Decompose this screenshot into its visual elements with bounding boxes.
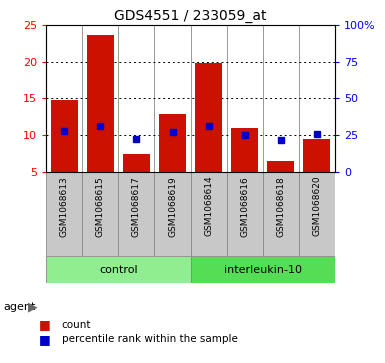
Bar <box>231 129 258 172</box>
Title: GDS4551 / 233059_at: GDS4551 / 233059_at <box>114 9 267 23</box>
Text: percentile rank within the sample: percentile rank within the sample <box>62 334 238 344</box>
Text: ■: ■ <box>38 318 50 331</box>
Bar <box>87 35 114 172</box>
Text: GSM1068619: GSM1068619 <box>168 176 177 237</box>
Text: GSM1068615: GSM1068615 <box>96 176 105 237</box>
Bar <box>159 114 186 172</box>
Bar <box>227 172 263 256</box>
Bar <box>46 256 191 283</box>
Bar <box>46 172 82 256</box>
Text: count: count <box>62 320 91 330</box>
Text: GSM1068616: GSM1068616 <box>240 176 249 237</box>
Bar <box>263 172 299 256</box>
Bar <box>154 172 191 256</box>
Text: interleukin-10: interleukin-10 <box>224 265 302 275</box>
Bar <box>303 139 330 172</box>
Bar <box>191 256 335 283</box>
Text: ■: ■ <box>38 333 50 346</box>
Text: GSM1068613: GSM1068613 <box>60 176 69 237</box>
Text: GSM1068617: GSM1068617 <box>132 176 141 237</box>
Bar <box>123 154 150 172</box>
Bar <box>51 100 78 172</box>
Text: GSM1068620: GSM1068620 <box>312 176 321 236</box>
Bar <box>267 161 295 172</box>
Bar <box>191 172 227 256</box>
Text: control: control <box>99 265 138 275</box>
Bar <box>82 172 119 256</box>
Text: ▶: ▶ <box>28 300 38 313</box>
Text: agent: agent <box>4 302 36 312</box>
Bar <box>119 172 154 256</box>
Text: GSM1068614: GSM1068614 <box>204 176 213 236</box>
Bar <box>299 172 335 256</box>
Bar <box>195 64 222 172</box>
Text: GSM1068618: GSM1068618 <box>276 176 285 237</box>
